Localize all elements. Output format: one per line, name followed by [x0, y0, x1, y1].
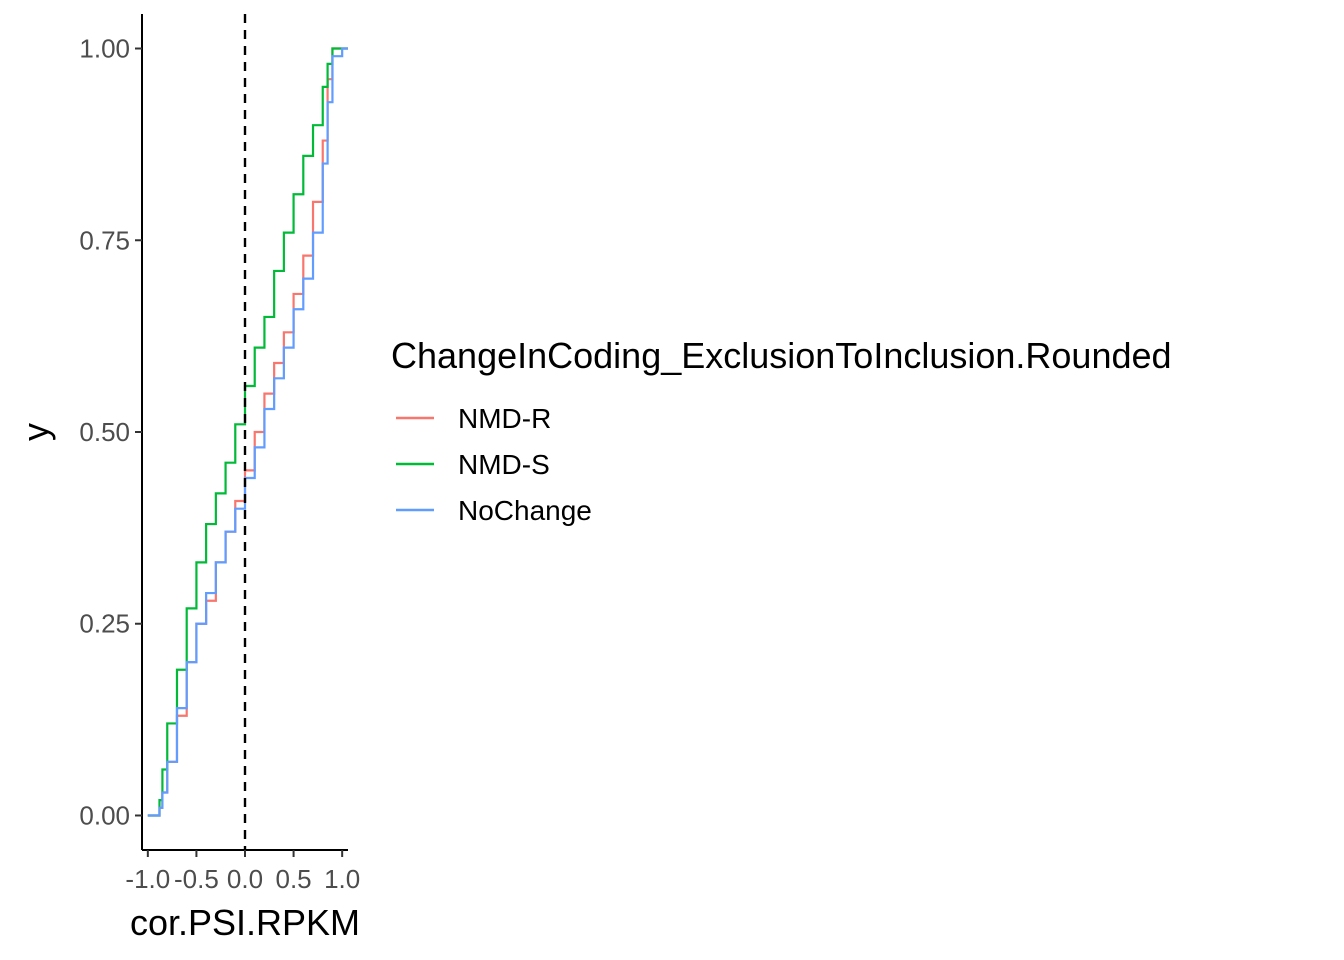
x-tick-label: 1.0	[324, 864, 360, 894]
y-tick-label: 0.25	[79, 609, 130, 639]
legend-item-nmd-s: NMD-S	[396, 449, 550, 480]
legend: NMD-R NMD-S NoChange	[396, 403, 592, 526]
x-tick-label: -0.5	[174, 864, 219, 894]
legend-title: ChangeInCoding_ExclusionToInclusion.Roun…	[391, 335, 1172, 376]
y-axis-title: y	[15, 423, 56, 441]
y-tick-label: 0.50	[79, 417, 130, 447]
x-axis-title: cor.PSI.RPKM	[130, 902, 360, 943]
x-axis-ticks: -1.0 -0.5 0.0 0.5 1.0	[125, 850, 360, 894]
x-tick-label: -1.0	[125, 864, 170, 894]
legend-label: NMD-S	[458, 449, 550, 480]
y-tick-label: 0.75	[79, 225, 130, 255]
y-tick-label: 1.00	[79, 34, 130, 64]
legend-item-nochange: NoChange	[396, 495, 592, 526]
y-axis-ticks: 0.00 0.25 0.50 0.75 1.00	[79, 34, 142, 830]
series-line-nmd-s	[147, 47, 348, 817]
x-tick-label: 0.0	[227, 864, 263, 894]
plot-lines	[147, 47, 348, 817]
legend-item-nmd-r: NMD-R	[396, 403, 551, 434]
legend-label: NoChange	[458, 495, 592, 526]
legend-label: NMD-R	[458, 403, 551, 434]
y-tick-label: 0.00	[79, 800, 130, 830]
x-tick-label: 0.5	[276, 864, 312, 894]
